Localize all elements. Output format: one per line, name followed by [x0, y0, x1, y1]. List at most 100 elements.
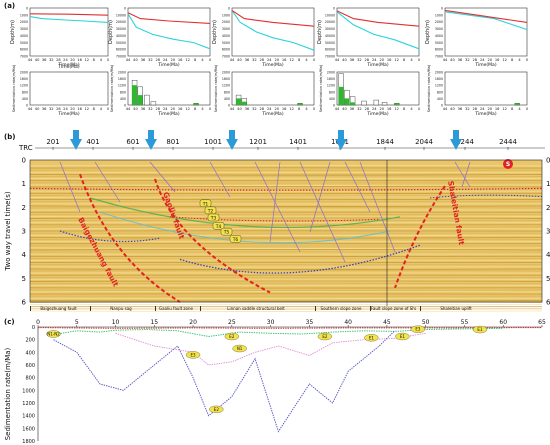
c-label-text: E2: [322, 334, 328, 339]
sed-x-label: Time(Ma): [261, 111, 283, 117]
c-x-tick-label: 40: [344, 319, 352, 326]
sed-y-label: Sedimentation rate(m/Ma): [427, 64, 431, 112]
burial-line-upper: [231, 9, 315, 27]
sed-x-tick: 44: [28, 107, 33, 111]
horizon-tag-label: T5: [223, 230, 230, 236]
sed-y-tick: 800: [120, 90, 126, 94]
burial-x-tick: 4: [201, 58, 204, 62]
horizon-tag: [220, 227, 233, 236]
reflector-line: [29, 257, 543, 260]
seismic-y-tick-left: 2: [22, 204, 26, 212]
minor-fault: [344, 161, 371, 213]
sed-x-tick: 24: [63, 107, 68, 111]
trc-tick-label: 1844: [376, 138, 394, 146]
sed-x-tick: 36: [141, 107, 146, 111]
burial-line-lower: [231, 10, 315, 51]
burial-x-tick: 12: [185, 58, 190, 62]
burial-x-tick: 32: [252, 58, 257, 62]
sed-y-tick: 0: [26, 104, 28, 108]
location-arrow: [70, 130, 82, 150]
c-x-tick-label: 30: [267, 319, 275, 326]
burial-y-tick: 7000: [435, 55, 443, 59]
burial-y-tick: 3000: [20, 27, 28, 31]
c-x-tick-label: 50: [422, 319, 430, 326]
burial-x-tick: 44: [230, 58, 235, 62]
sed-x-tick: 36: [350, 107, 355, 111]
burial-x-tick: 0: [313, 58, 316, 62]
sed-x-tick: 28: [56, 107, 61, 111]
sed-x-tick: 32: [465, 107, 470, 111]
sed-x-tick: 24: [267, 107, 272, 111]
sed-y-tick: 1600: [20, 77, 28, 81]
sed-y-tick: 0: [228, 104, 230, 108]
seismic-y-tick-right: 1: [546, 180, 550, 188]
burial-y-tick: 6000: [20, 48, 28, 52]
burial-x-tick: 12: [502, 58, 507, 62]
location-arrow: [450, 130, 462, 150]
sed-x-tick: 4: [518, 107, 521, 111]
zone-label: Linnan saddle structural belt: [200, 306, 311, 311]
burial-x-tick: 36: [141, 58, 146, 62]
c-label-bubble: [46, 330, 61, 338]
sed-x-tick: 16: [178, 107, 183, 111]
burial-y-tick: 0: [26, 7, 28, 11]
sed-y-tick: 2000: [327, 71, 335, 75]
sed-x-tick: 16: [77, 107, 82, 111]
sed-rate-frame: [444, 71, 528, 106]
sed-x-tick: 0: [313, 107, 316, 111]
burial-x-tick: 20: [379, 58, 384, 62]
burial-y-tick: 3000: [222, 27, 230, 31]
seismic-y-tick-right: 2: [546, 204, 550, 212]
sed-y-label: Sedimentation rate(m/Ma): [110, 64, 114, 112]
sed-x-tick: 0: [209, 107, 212, 111]
c-y-label: Sedimentation rate(m/Ma): [4, 347, 12, 440]
sed-y-tick: 1200: [327, 84, 335, 88]
c-label-text: N1-N2: [47, 331, 60, 336]
sed-x-tick: 40: [35, 107, 40, 111]
burial-y-tick: 3000: [435, 27, 443, 31]
sed-x-tick: 16: [282, 107, 287, 111]
sed-x-tick: 36: [42, 107, 47, 111]
burial-x-tick: 12: [84, 58, 89, 62]
trc-tick-label: 601: [126, 138, 139, 146]
horizon-tag: [207, 213, 220, 222]
c-label-bubble: [185, 351, 201, 359]
sed-x-tick: 12: [394, 107, 399, 111]
burial-x-tick: 4: [100, 58, 103, 62]
c-label-text: E2: [214, 407, 220, 412]
burial-x-tick: 16: [495, 58, 500, 62]
sed-bar-fill: [344, 98, 350, 105]
sed-x-tick: 44: [230, 107, 235, 111]
minor-fault: [309, 161, 331, 233]
burial-y-tick: 60000: [116, 48, 126, 52]
marker-circle: [503, 159, 513, 169]
burial-x-tick: 24: [267, 58, 272, 62]
minor-fault: [359, 161, 396, 253]
c-x-tick-label: 35: [306, 319, 314, 326]
c-label-text: E2: [229, 334, 235, 339]
seismic-y-tick-right: 3: [546, 228, 550, 236]
reflector-line: [29, 289, 543, 291]
burial-x-tick: 16: [387, 58, 392, 62]
burial-x-tick: 28: [365, 58, 370, 62]
sed-x-tick: 4: [201, 107, 204, 111]
sed-x-tick: 28: [365, 107, 370, 111]
sed-x-tick: 44: [335, 107, 340, 111]
minor-fault: [454, 161, 471, 188]
sed-bar-outline: [144, 94, 150, 106]
seismic-y-tick-left: 1: [22, 180, 26, 188]
trc-label: TRC: [19, 144, 33, 152]
c-x-tick-label: 45: [383, 319, 391, 326]
sed-y-tick: 2000: [435, 71, 443, 75]
sed-y-label: Sedimentation rate(m/Ma): [214, 64, 218, 112]
burial-y-label: Depth(m): [212, 20, 218, 44]
reflector-line: [29, 164, 543, 167]
trc-tick-label: 1201: [249, 138, 267, 146]
sed-bar-fill: [297, 103, 303, 105]
burial-x-tick: 24: [163, 58, 168, 62]
sed-bar-fill: [137, 95, 143, 105]
burial-line-lower: [444, 11, 528, 31]
c-label-bubble: [209, 405, 224, 413]
sed-bar-outline: [373, 99, 380, 106]
